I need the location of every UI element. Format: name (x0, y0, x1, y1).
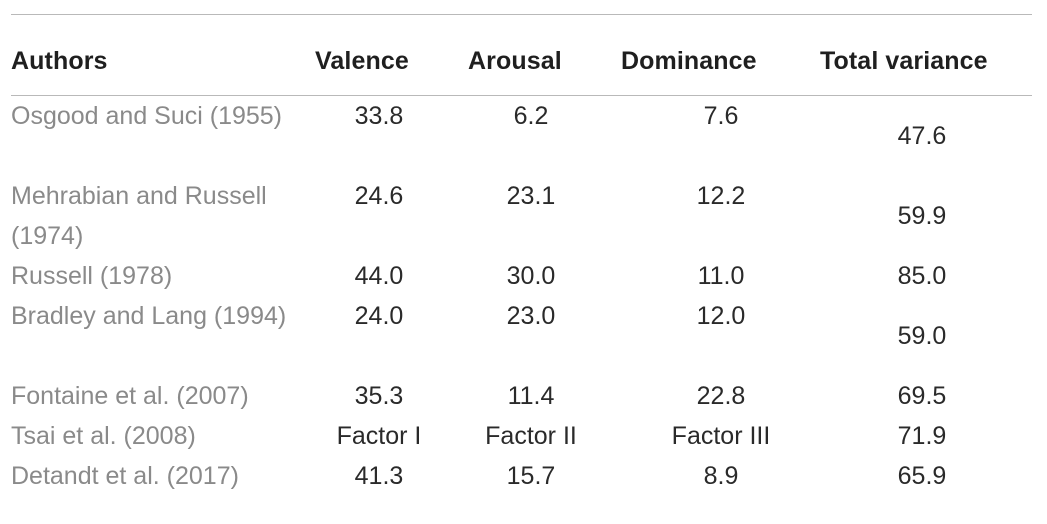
table-body: Osgood and Suci (1955) 33.8 6.2 7.6 47.6… (11, 96, 1032, 516)
author-cell: Detandt et al. (2017) (11, 462, 239, 490)
author-cell: Mehrabian and Russell (1974) (11, 182, 267, 250)
header-dominance: Dominance (621, 47, 757, 75)
total-variance-cell: 59.0 (897, 322, 947, 350)
author-cell: Russell (1978) (11, 262, 173, 290)
arousal-cell: Factor II (485, 422, 577, 450)
arousal-cell: 30.0 (506, 262, 556, 290)
arousal-cell: 11.4 (507, 382, 555, 410)
dominance-cell: 22.8 (696, 382, 746, 410)
arousal-cell: 23.0 (506, 302, 556, 330)
header-total-variance: Total variance (820, 47, 988, 75)
author-cell: Osgood and Suci (1955) (11, 102, 283, 130)
total-variance-cell: 59.9 (897, 202, 947, 230)
header-authors: Authors (11, 47, 108, 75)
total-variance-cell: 47.6 (897, 122, 947, 150)
total-variance-cell: 85.0 (897, 262, 947, 290)
total-variance-cell: 65.9 (897, 462, 947, 490)
table-header-rule (11, 95, 1032, 96)
dominance-cell: 7.6 (703, 102, 739, 130)
header-valence: Valence (315, 47, 409, 75)
variance-table: Authors Valence Arousal Dominance Total … (11, 14, 1032, 516)
author-cell: Fontaine et al. (2007) (11, 382, 249, 410)
author-cell: Tsai et al. (2008) (11, 422, 196, 450)
table-top-rule (11, 14, 1032, 15)
arousal-cell: 15.7 (506, 462, 556, 490)
table-row: Mehrabian and Russell (1974) 24.6 23.1 1… (11, 176, 1032, 256)
valence-cell: 24.6 (354, 182, 404, 210)
valence-cell: Factor I (336, 422, 422, 450)
table-row: Bradley and Lang (1994) 24.0 23.0 12.0 5… (11, 296, 1032, 376)
table-row: Osgood and Suci (1955) 33.8 6.2 7.6 47.6 (11, 96, 1032, 176)
dominance-cell: 12.2 (696, 182, 746, 210)
table-header: Authors Valence Arousal Dominance Total … (11, 15, 1032, 95)
arousal-cell: 23.1 (506, 182, 556, 210)
dominance-cell: 8.9 (703, 462, 739, 490)
valence-cell: 44.0 (354, 262, 404, 290)
valence-cell: 35.3 (354, 382, 404, 410)
dominance-cell: Factor III (671, 422, 771, 450)
dominance-cell: 11.0 (697, 262, 745, 290)
total-variance-cell: 71.9 (897, 422, 947, 450)
table-row: Fontaine et al. (2007) 35.3 11.4 22.8 69… (11, 376, 1032, 416)
table-row: Russell (1978) 44.0 30.0 11.0 85.0 (11, 256, 1032, 296)
valence-cell: 41.3 (354, 462, 404, 490)
total-variance-cell: 69.5 (897, 382, 947, 410)
dominance-cell: 12.0 (696, 302, 746, 330)
valence-cell: 33.8 (354, 102, 404, 130)
header-arousal: Arousal (468, 47, 562, 75)
author-cell: Bradley and Lang (1994) (11, 302, 287, 330)
arousal-cell: 6.2 (513, 102, 549, 130)
valence-cell: 24.0 (354, 302, 404, 330)
table-row: Tsai et al. (2008) Factor I Factor II Fa… (11, 416, 1032, 456)
table-row: Detandt et al. (2017) 41.3 15.7 8.9 65.9 (11, 456, 1032, 496)
